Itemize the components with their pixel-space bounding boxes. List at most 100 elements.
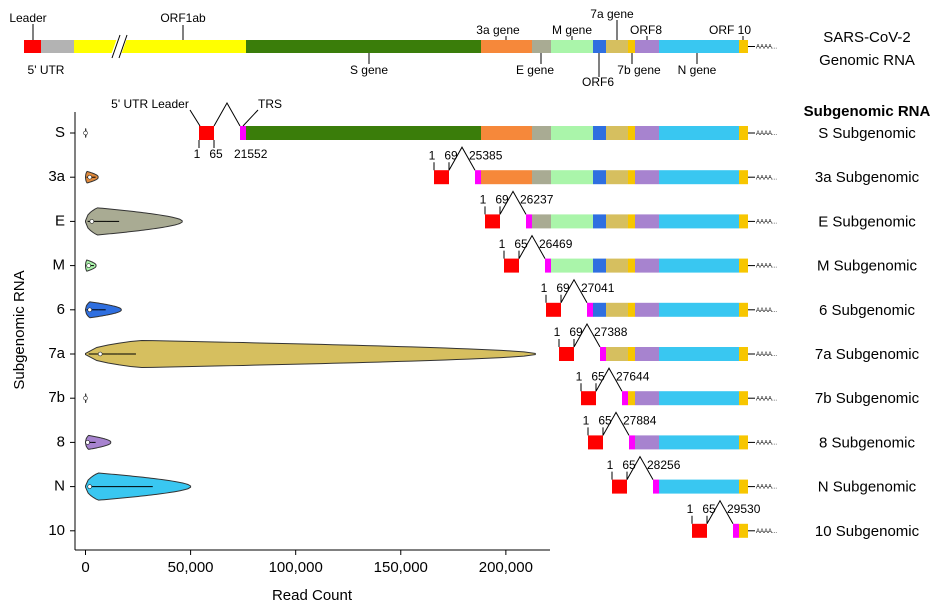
poly-a-tail: AAAA... (756, 131, 777, 137)
leader-end: 65 (702, 502, 716, 516)
trs (622, 391, 628, 406)
poly-a-tail: AAAA... (756, 529, 777, 535)
gene-segment (606, 258, 628, 273)
gene-label: M gene (552, 23, 592, 37)
genome-segment (481, 40, 532, 53)
violin (85, 207, 183, 236)
gene-segment (628, 347, 635, 361)
median (83, 130, 88, 136)
genome-segment (606, 40, 628, 53)
gene-label: 7a gene (590, 7, 634, 21)
gene-segment (739, 126, 748, 140)
row-name: N Subgenomic (818, 479, 917, 496)
gene-segment (635, 214, 659, 229)
gene-label: ORF8 (630, 23, 662, 37)
leader (588, 435, 603, 450)
gene-segment (635, 391, 659, 406)
x-tick-label: 0 (81, 559, 89, 576)
x-tick-label: 150,000 (374, 559, 428, 576)
gene-segment (593, 258, 606, 273)
junction-pos: 26237 (520, 193, 554, 207)
genome-segment (628, 40, 635, 53)
median (97, 351, 103, 357)
violin (85, 434, 112, 450)
gene-label: 3a gene (476, 23, 520, 37)
gene-segment (628, 126, 635, 140)
y-tick-label: M (53, 257, 66, 274)
y-tick-label: 7a (48, 345, 65, 362)
junction (706, 499, 734, 525)
start-pos: 1 (554, 325, 561, 339)
leader-pointer (189, 109, 201, 127)
start-pos: 1 (499, 237, 506, 251)
gene-segment (246, 126, 481, 140)
median (85, 440, 90, 445)
gene-segment (551, 170, 593, 185)
gene-segment (606, 126, 628, 140)
x-tick-label: 200,000 (479, 559, 533, 576)
y-tick-label: 6 (57, 301, 65, 318)
start-pos: 1 (541, 281, 548, 295)
leader (581, 391, 596, 406)
genome-segment (635, 40, 659, 53)
gene-segment (739, 435, 748, 450)
poly-a-tail: AAAA... (756, 396, 777, 402)
gene-segment (532, 126, 551, 140)
leader-end: 65 (591, 369, 605, 383)
x-tick-label: 100,000 (269, 559, 323, 576)
trs (600, 347, 606, 361)
junction-pos: 26469 (539, 237, 573, 251)
gene-label: N gene (678, 63, 717, 77)
poly-a-tail: AAAA... (756, 45, 777, 51)
leader (546, 302, 561, 317)
leader-end: 69 (444, 148, 458, 162)
gene-segment (635, 347, 659, 361)
gene-segment (659, 302, 739, 317)
gene-segment (635, 170, 659, 185)
junction (560, 278, 588, 304)
x-tick-label: 50,000 (168, 559, 214, 576)
gene-segment (593, 302, 606, 317)
gene-label: ORF6 (582, 75, 614, 89)
leader-end: 65 (598, 414, 612, 428)
gene-segment (635, 258, 659, 273)
gene-segment (606, 347, 628, 361)
leader-end: 69 (569, 325, 583, 339)
row-name: M Subgenomic (817, 258, 918, 275)
junction-pos: 27644 (616, 369, 650, 383)
y-tick-label: 3a (48, 168, 65, 185)
gene-segment (659, 170, 739, 185)
junction-pos: 21552 (234, 147, 268, 161)
row-name: 8 Subgenomic (819, 434, 915, 451)
row-name: 7a Subgenomic (815, 346, 920, 363)
row-name: 10 Subgenomic (815, 523, 920, 540)
gene-segment (659, 258, 739, 273)
junction (602, 411, 630, 436)
trs-pointer (242, 109, 259, 127)
gene-segment (551, 258, 593, 273)
poly-a-tail: AAAA... (756, 308, 777, 314)
median (86, 263, 91, 268)
row-name: 3a Subgenomic (815, 169, 920, 186)
gene-segment (659, 347, 739, 361)
gene-segment (635, 126, 659, 140)
y-tick-label: 8 (57, 433, 65, 450)
genome-title: Genomic RNA (819, 52, 915, 69)
leader (692, 523, 707, 538)
genome-segment (246, 40, 481, 53)
leader (559, 347, 574, 361)
trs (475, 170, 481, 185)
gene-segment (628, 391, 635, 406)
gene-segment (739, 391, 748, 406)
gene-segment (551, 214, 593, 229)
y-tick-label: 7b (48, 389, 65, 406)
break-mark (118, 34, 128, 59)
poly-a-tail: AAAA... (756, 485, 777, 491)
junction (448, 146, 476, 171)
junction-pos: 27884 (623, 414, 657, 428)
gene-segment (659, 479, 739, 494)
gene-segment (659, 435, 739, 450)
gene-segment (628, 214, 635, 229)
gene-label: ORF1ab (160, 11, 206, 25)
genome-segment (24, 40, 41, 53)
